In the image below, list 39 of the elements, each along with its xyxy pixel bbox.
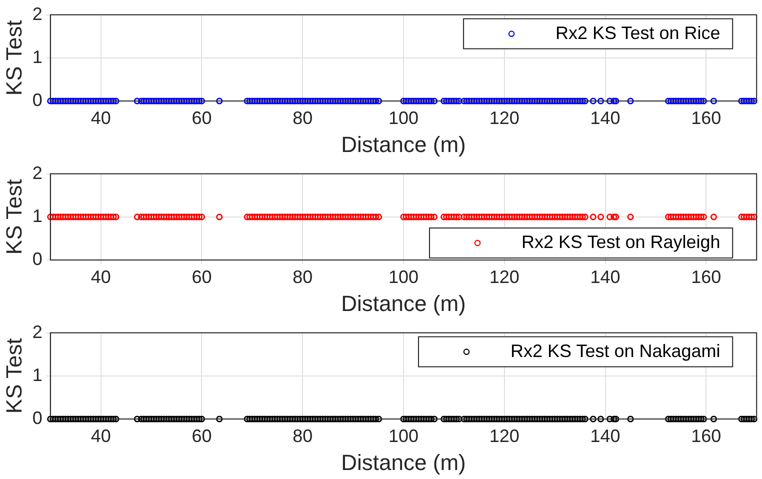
x-tick-label: 60 (192, 426, 212, 446)
x-tick-label: 80 (292, 108, 313, 128)
legend-label: Rx2 KS Test on Nakagami (510, 340, 720, 361)
x-tick-label: 140 (590, 266, 620, 287)
y-tick-label: 2 (32, 4, 42, 24)
x-tick-label: 120 (489, 266, 520, 287)
y-tick-label: 0 (32, 408, 42, 428)
y-tick-label: 1 (32, 46, 42, 67)
x-tick-label: 60 (192, 266, 212, 287)
x-tick-label: 40 (90, 108, 111, 128)
x-axis-title: Distance (m) (341, 132, 466, 157)
x-tick-label: 140 (590, 108, 620, 128)
x-tick-label: 60 (192, 108, 212, 128)
x-tick-label: 160 (691, 108, 722, 128)
x-tick-label: 100 (388, 108, 419, 128)
x-tick-label: 40 (90, 426, 111, 446)
y-tick-label: 0 (32, 90, 42, 110)
x-axis-title: Distance (m) (341, 290, 466, 316)
y-tick-label: 1 (32, 364, 42, 385)
y-tick-label: 2 (32, 162, 42, 183)
x-tick-label: 160 (691, 426, 722, 446)
x-tick-label: 160 (691, 266, 722, 287)
x-tick-label: 100 (388, 266, 419, 287)
y-tick-label: 0 (32, 248, 42, 269)
x-tick-label: 120 (489, 426, 520, 446)
y-axis-title: KS Test (1, 20, 26, 96)
x-tick-label: 140 (590, 426, 620, 446)
legend-label: Rx2 KS Test on Rayleigh (522, 232, 720, 252)
x-tick-label: 120 (489, 108, 520, 128)
x-tick-label: 80 (292, 426, 313, 446)
x-tick-label: 80 (292, 266, 313, 287)
y-axis-title: KS Test (1, 179, 26, 255)
y-axis-title: KS Test (1, 338, 26, 414)
x-tick-label: 100 (388, 426, 419, 446)
y-tick-label: 1 (32, 206, 42, 226)
x-tick-label: 40 (90, 266, 111, 287)
y-tick-label: 2 (32, 322, 42, 342)
legend-label: Rx2 KS Test on Rice (556, 22, 720, 43)
x-axis-title: Distance (m) (341, 450, 466, 475)
